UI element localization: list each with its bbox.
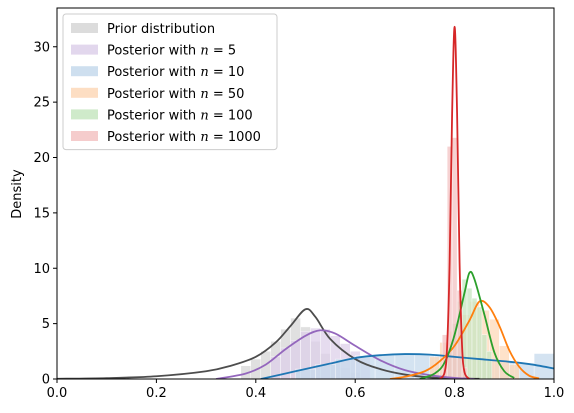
histogram-bar	[466, 287, 473, 379]
legend-swatch	[71, 44, 98, 55]
histogram-bar	[476, 306, 483, 379]
y-axis-label: Density	[10, 169, 25, 219]
legend-frame	[62, 13, 278, 151]
y-tick-label: 25	[33, 96, 50, 111]
y-tick-label: 0	[42, 373, 50, 388]
y-tick-label: 15	[33, 206, 50, 221]
x-tick-label: 0.6	[345, 386, 366, 401]
histogram-bar	[451, 137, 458, 379]
legend-label: Posterior with n = 100	[107, 108, 253, 123]
legend-label: Prior distribution	[107, 22, 215, 37]
histogram-bar	[481, 334, 488, 379]
legend-label: Posterior with n = 50	[107, 87, 244, 102]
x-axis: 0.0 0.2 0.4 0.6 0.8 1.0	[47, 379, 565, 401]
density-curve-2	[260, 353, 554, 379]
legend-swatch	[71, 109, 98, 120]
y-axis: 0 5 10 15 20 25 30	[33, 40, 57, 388]
x-tick-label: 1.0	[544, 386, 565, 401]
y-tick-label: 20	[33, 151, 50, 166]
x-tick-label: 0.2	[146, 386, 167, 401]
histogram-bar	[509, 364, 520, 379]
legend-label: Posterior with n = 10	[107, 65, 244, 80]
legend-label: Posterior with n = 5	[107, 44, 236, 59]
y-tick-label: 10	[33, 262, 50, 277]
legend-swatch	[71, 131, 98, 141]
plot-frame	[56, 7, 555, 380]
legend-swatch	[71, 23, 98, 33]
legend-swatch	[71, 66, 98, 77]
y-tick-label: 5	[42, 317, 50, 332]
x-tick-label: 0.8	[444, 386, 465, 401]
x-tick-label: 0.4	[245, 386, 266, 401]
histogram-bar	[486, 351, 493, 379]
density-curve-5	[438, 25, 471, 379]
legend-label: Posterior with n = 1000	[107, 130, 261, 145]
density-curve-4	[419, 270, 515, 379]
y-tick-label: 30	[33, 40, 50, 55]
legend-swatch	[71, 87, 98, 98]
legend: Prior distribution Posterior with n = 5 Po…	[62, 13, 278, 151]
x-tick-label: 0.0	[47, 386, 68, 401]
density-curves-layer	[57, 25, 554, 379]
density-curve-3	[389, 299, 540, 379]
